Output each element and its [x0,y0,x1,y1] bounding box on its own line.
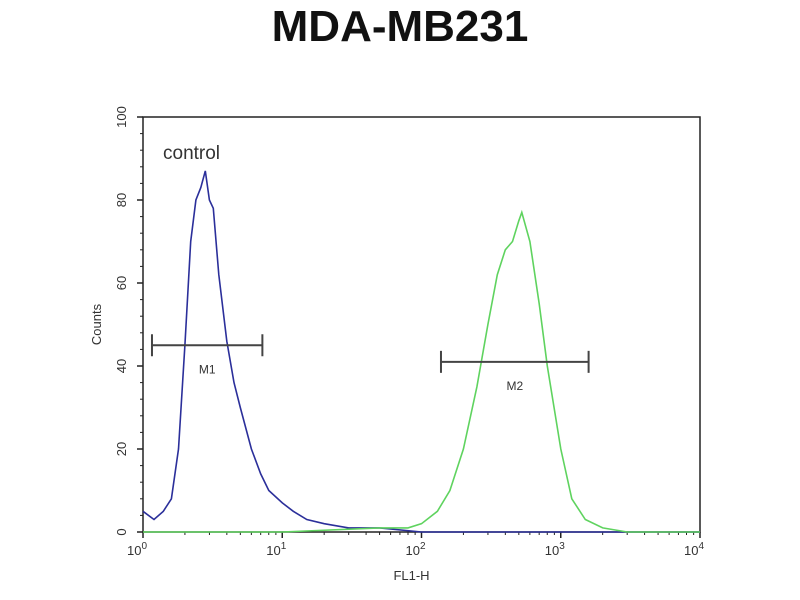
x-tick-label: 102 [405,541,425,558]
x-tick-label: 104 [684,541,704,558]
gate-label-m2: M2 [506,379,523,393]
y-tick-label: 0 [114,528,129,535]
y-tick-label: 60 [114,276,129,290]
x-tick-label: 103 [545,541,565,558]
gate-label-m1: M1 [199,362,216,376]
y-tick-label: 100 [114,106,129,128]
x-tick-label: 101 [266,541,286,558]
plot-frame [142,116,701,533]
sample-histogram-line [143,209,700,533]
y-tick-label: 20 [114,442,129,456]
x-axis-label: FL1-H [393,568,429,583]
control-histogram-line [142,170,700,533]
chart-title: MDA-MB231 [271,2,529,51]
control-label: control [163,143,220,164]
x-tick-label: 100 [127,541,147,558]
y-tick-label: 80 [114,193,129,207]
y-tick-label: 40 [114,359,129,373]
y-axis-label: Counts [89,303,104,345]
